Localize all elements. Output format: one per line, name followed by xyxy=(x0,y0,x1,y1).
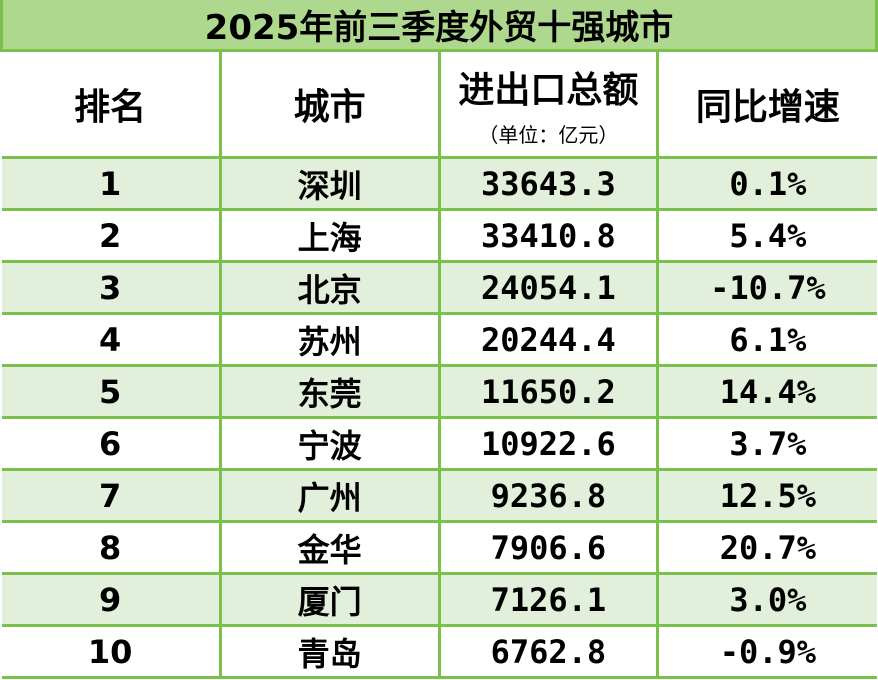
rank-cell: 7 xyxy=(1,468,222,523)
growth-cell: -0.9% xyxy=(656,624,877,679)
rank-cell: 5 xyxy=(1,364,222,419)
rank-cell: 1 xyxy=(1,156,222,211)
growth-cell: 3.7% xyxy=(656,416,877,471)
city-cell: 金华 xyxy=(218,520,441,575)
header-total-label: 进出口总额 xyxy=(458,69,639,111)
total-cell: 6762.8 xyxy=(437,624,660,679)
total-cell: 7126.1 xyxy=(437,572,660,627)
rank-cell: 4 xyxy=(1,312,222,367)
table-row: 6 宁波 10922.6 3.7% xyxy=(1,416,877,471)
table-row: 10 青岛 6762.8 -0.9% xyxy=(1,624,877,679)
city-cell: 北京 xyxy=(218,260,441,315)
header-growth: 同比增速 xyxy=(656,49,877,159)
city-cell: 深圳 xyxy=(218,156,441,211)
table-row: 1 深圳 33643.3 0.1% xyxy=(1,156,877,211)
total-cell: 20244.4 xyxy=(437,312,660,367)
growth-cell: 20.7% xyxy=(656,520,877,575)
city-cell: 青岛 xyxy=(218,624,441,679)
header-rank: 排名 xyxy=(1,49,222,159)
rank-cell: 6 xyxy=(1,416,222,471)
header-total-unit: （单位：亿元） xyxy=(478,122,619,147)
rank-cell: 9 xyxy=(1,572,222,627)
total-cell: 9236.8 xyxy=(437,468,660,523)
table-row: 9 厦门 7126.1 3.0% xyxy=(1,572,877,627)
growth-cell: 0.1% xyxy=(656,156,877,211)
rank-cell: 10 xyxy=(1,624,222,679)
header-city: 城市 xyxy=(218,49,441,159)
total-cell: 33410.8 xyxy=(437,208,660,263)
rank-cell: 2 xyxy=(1,208,222,263)
city-cell: 上海 xyxy=(218,208,441,263)
growth-cell: 12.5% xyxy=(656,468,877,523)
table-title: 2025年前三季度外贸十强城市 xyxy=(0,0,878,52)
growth-cell: 14.4% xyxy=(656,364,877,419)
total-cell: 7906.6 xyxy=(437,520,660,575)
growth-cell: 3.0% xyxy=(656,572,877,627)
header-total: 进出口总额 （单位：亿元） xyxy=(437,49,660,159)
table-row: 4 苏州 20244.4 6.1% xyxy=(1,312,877,367)
city-cell: 厦门 xyxy=(218,572,441,627)
city-cell: 广州 xyxy=(218,468,441,523)
table-row: 7 广州 9236.8 12.5% xyxy=(1,468,877,523)
table-row: 8 金华 7906.6 20.7% xyxy=(1,520,877,575)
growth-cell: -10.7% xyxy=(656,260,877,315)
table-row: 2 上海 33410.8 5.4% xyxy=(1,208,877,263)
city-cell: 苏州 xyxy=(218,312,441,367)
rank-cell: 3 xyxy=(1,260,222,315)
growth-cell: 6.1% xyxy=(656,312,877,367)
rank-cell: 8 xyxy=(1,520,222,575)
total-cell: 11650.2 xyxy=(437,364,660,419)
total-cell: 24054.1 xyxy=(437,260,660,315)
total-cell: 33643.3 xyxy=(437,156,660,211)
city-cell: 宁波 xyxy=(218,416,441,471)
table-row: 5 东莞 11650.2 14.4% xyxy=(1,364,877,419)
total-cell: 10922.6 xyxy=(437,416,660,471)
city-cell: 东莞 xyxy=(218,364,441,419)
growth-cell: 5.4% xyxy=(656,208,877,263)
table-row: 3 北京 24054.1 -10.7% xyxy=(1,260,877,315)
